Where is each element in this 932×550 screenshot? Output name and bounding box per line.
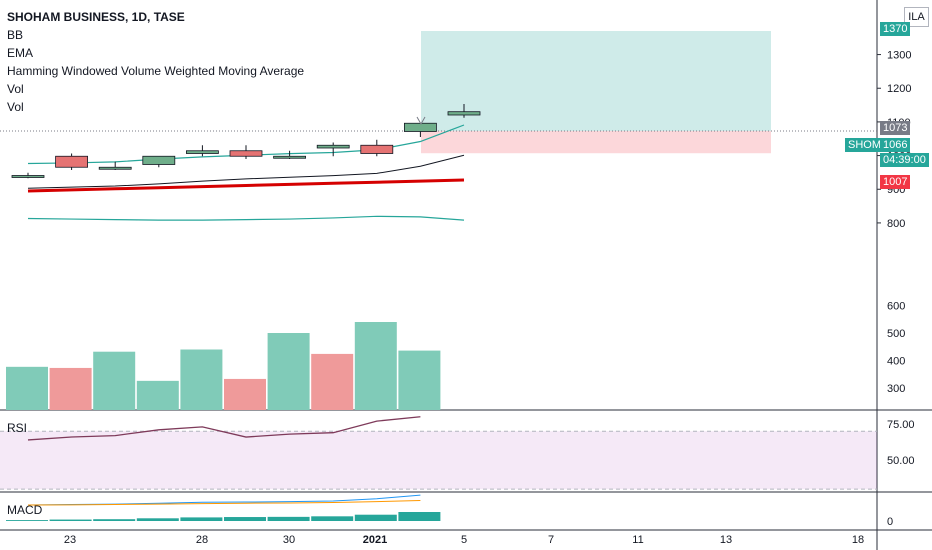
bb-lower-line [27,215,465,221]
rsi-line [27,416,421,441]
price-tick-label: 1200 [887,83,911,95]
time-tick-label: 30 [283,534,295,546]
position-target-zone [421,31,771,131]
macd-signal-line [27,500,421,506]
macd-histogram-bar [267,516,310,521]
legend-ema[interactable]: EMA [7,46,34,60]
chart-legend: SHOHAM BUSINESS, 1D, TASE BB EMA Hamming… [7,8,304,116]
macd-pane-label[interactable]: MACD [7,503,43,517]
candle-down [229,150,263,157]
candle-up [185,150,219,154]
volume-bar [93,351,136,410]
volume-bar [398,350,441,410]
rsi-band [0,431,877,490]
stop-price-tag: 1007 [880,175,911,189]
time-tick-label: 13 [720,534,732,546]
candle-down [55,155,88,168]
countdown-tag: 04:39:00 [880,153,929,167]
volume-tick-label: 300 [887,383,905,395]
ema-line [27,178,465,193]
volume-bar [224,378,266,410]
current-price-tag: 1073 [880,121,911,135]
hwvwma-line [27,154,465,189]
legend-vol-2[interactable]: Vol [7,100,24,114]
volume-bar [267,333,310,410]
candle-up [403,122,437,132]
volume-bar [180,349,223,410]
legend-bb[interactable]: BB [7,28,24,42]
candle-up [11,175,45,178]
volume-bar [6,366,48,410]
candle-up [98,166,132,170]
time-tick-label: 5 [461,534,467,546]
symbol-tag: SHOM [845,138,884,152]
macd-histogram-bar [49,519,92,521]
legend-hwvwma[interactable]: Hamming Windowed Volume Weighted Moving … [7,64,305,78]
rsi-tick-label: 50.00 [887,455,915,467]
macd-histogram-bar [311,516,354,521]
last-price-tag: 1066 [880,138,911,152]
volume-bar [136,380,179,410]
macd-histogram-bar [398,512,441,521]
macd-histogram-bar [93,519,136,521]
position-stop-zone [421,131,771,154]
candle-up [316,144,350,149]
last-bar-arrow [416,116,426,126]
volume-bar [49,367,92,410]
macd-histogram-bar [354,514,397,521]
symbol-title: SHOHAM BUSINESS, 1D, TASE [7,10,185,24]
volume-bar [354,322,397,410]
target-price-tag: 1370 [880,22,911,36]
volume-tick-label: 400 [887,356,905,368]
volume-tick-label: 500 [887,328,905,340]
time-tick-label: 2021 [363,534,387,546]
candle-down [360,144,394,154]
macd-tick-label: 0 [887,516,893,528]
volume-tick-label: 600 [887,301,905,313]
price-tick-label: 800 [887,218,905,230]
macd-histogram-bar [6,520,48,521]
price-tick-label: 1300 [887,50,911,62]
rsi-pane-label[interactable]: RSI [7,421,28,435]
macd-histogram-bar [224,517,266,521]
candle-up [142,155,176,165]
time-tick-label: 28 [196,534,208,546]
time-tick-label: 18 [852,534,864,546]
candle-up [273,155,307,159]
time-tick-label: 11 [632,534,643,546]
candle-up [447,111,481,116]
volume-bar [311,353,354,410]
macd-histogram-bar [180,517,223,521]
time-tick-label: 7 [548,534,554,546]
rsi-tick-label: 75.00 [887,419,915,431]
legend-vol-1[interactable]: Vol [7,82,24,96]
macd-histogram-bar [136,518,179,521]
time-tick-label: 23 [64,534,76,546]
